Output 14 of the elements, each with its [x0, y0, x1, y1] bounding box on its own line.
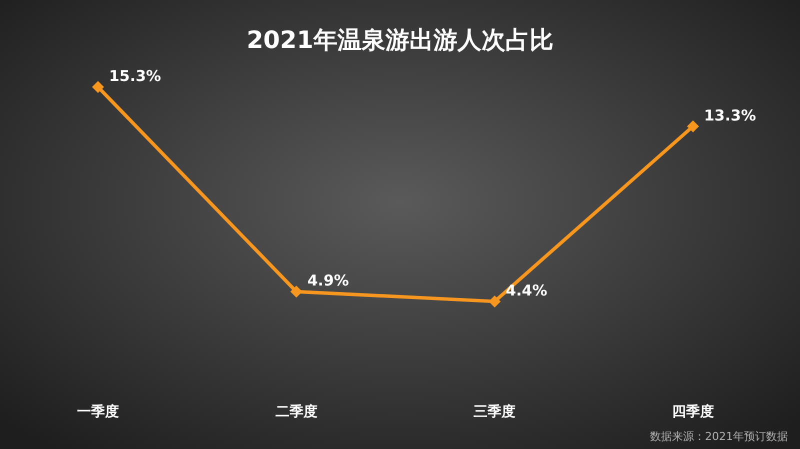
- point: [92, 81, 104, 93]
- x-tick-label: 四季度: [672, 403, 714, 420]
- x-tick-label: 一季度: [77, 403, 119, 420]
- source-note: 数据来源：2021年预订数据: [650, 430, 788, 443]
- data-label: 13.3%: [704, 106, 756, 124]
- point: [687, 120, 699, 132]
- data-label: 15.3%: [109, 67, 162, 85]
- data-label: 4.4%: [506, 281, 548, 300]
- x-tick-label: 二季度: [275, 403, 318, 420]
- chart-title: 2021年温泉游出游人次占比: [246, 26, 554, 54]
- point: [290, 286, 302, 298]
- point: [488, 295, 501, 308]
- x-tick-label: 三季度: [474, 403, 516, 420]
- data-label: 4.9%: [307, 272, 349, 290]
